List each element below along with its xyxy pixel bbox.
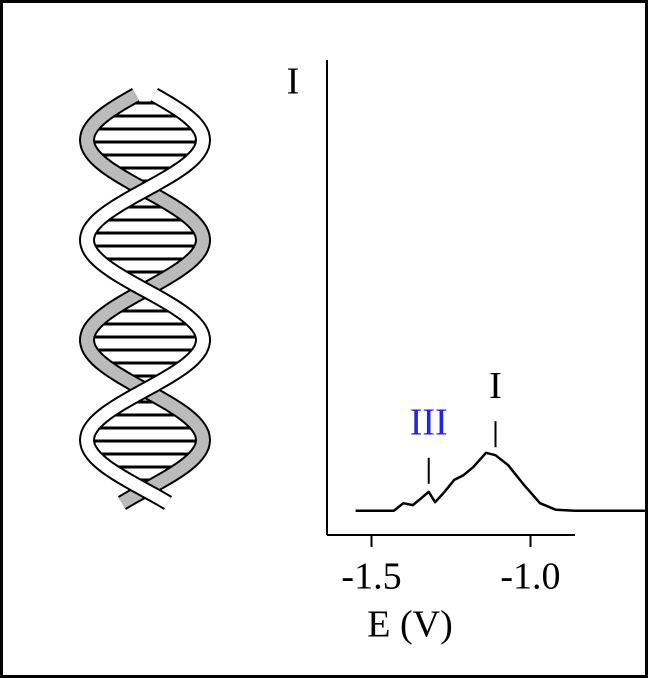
y-axis-label: I: [287, 61, 300, 103]
strand: [80, 89, 210, 509]
x-axis-label: E (V): [367, 604, 452, 646]
dna-illustration: [78, 88, 212, 510]
voltammogram-line: [355, 451, 645, 513]
x-tick-label: -1.5: [341, 556, 401, 598]
peak-label: I: [489, 365, 502, 407]
x-tick-label: -1.0: [500, 556, 560, 598]
strand: [80, 89, 210, 509]
peak-label: III: [410, 401, 448, 443]
